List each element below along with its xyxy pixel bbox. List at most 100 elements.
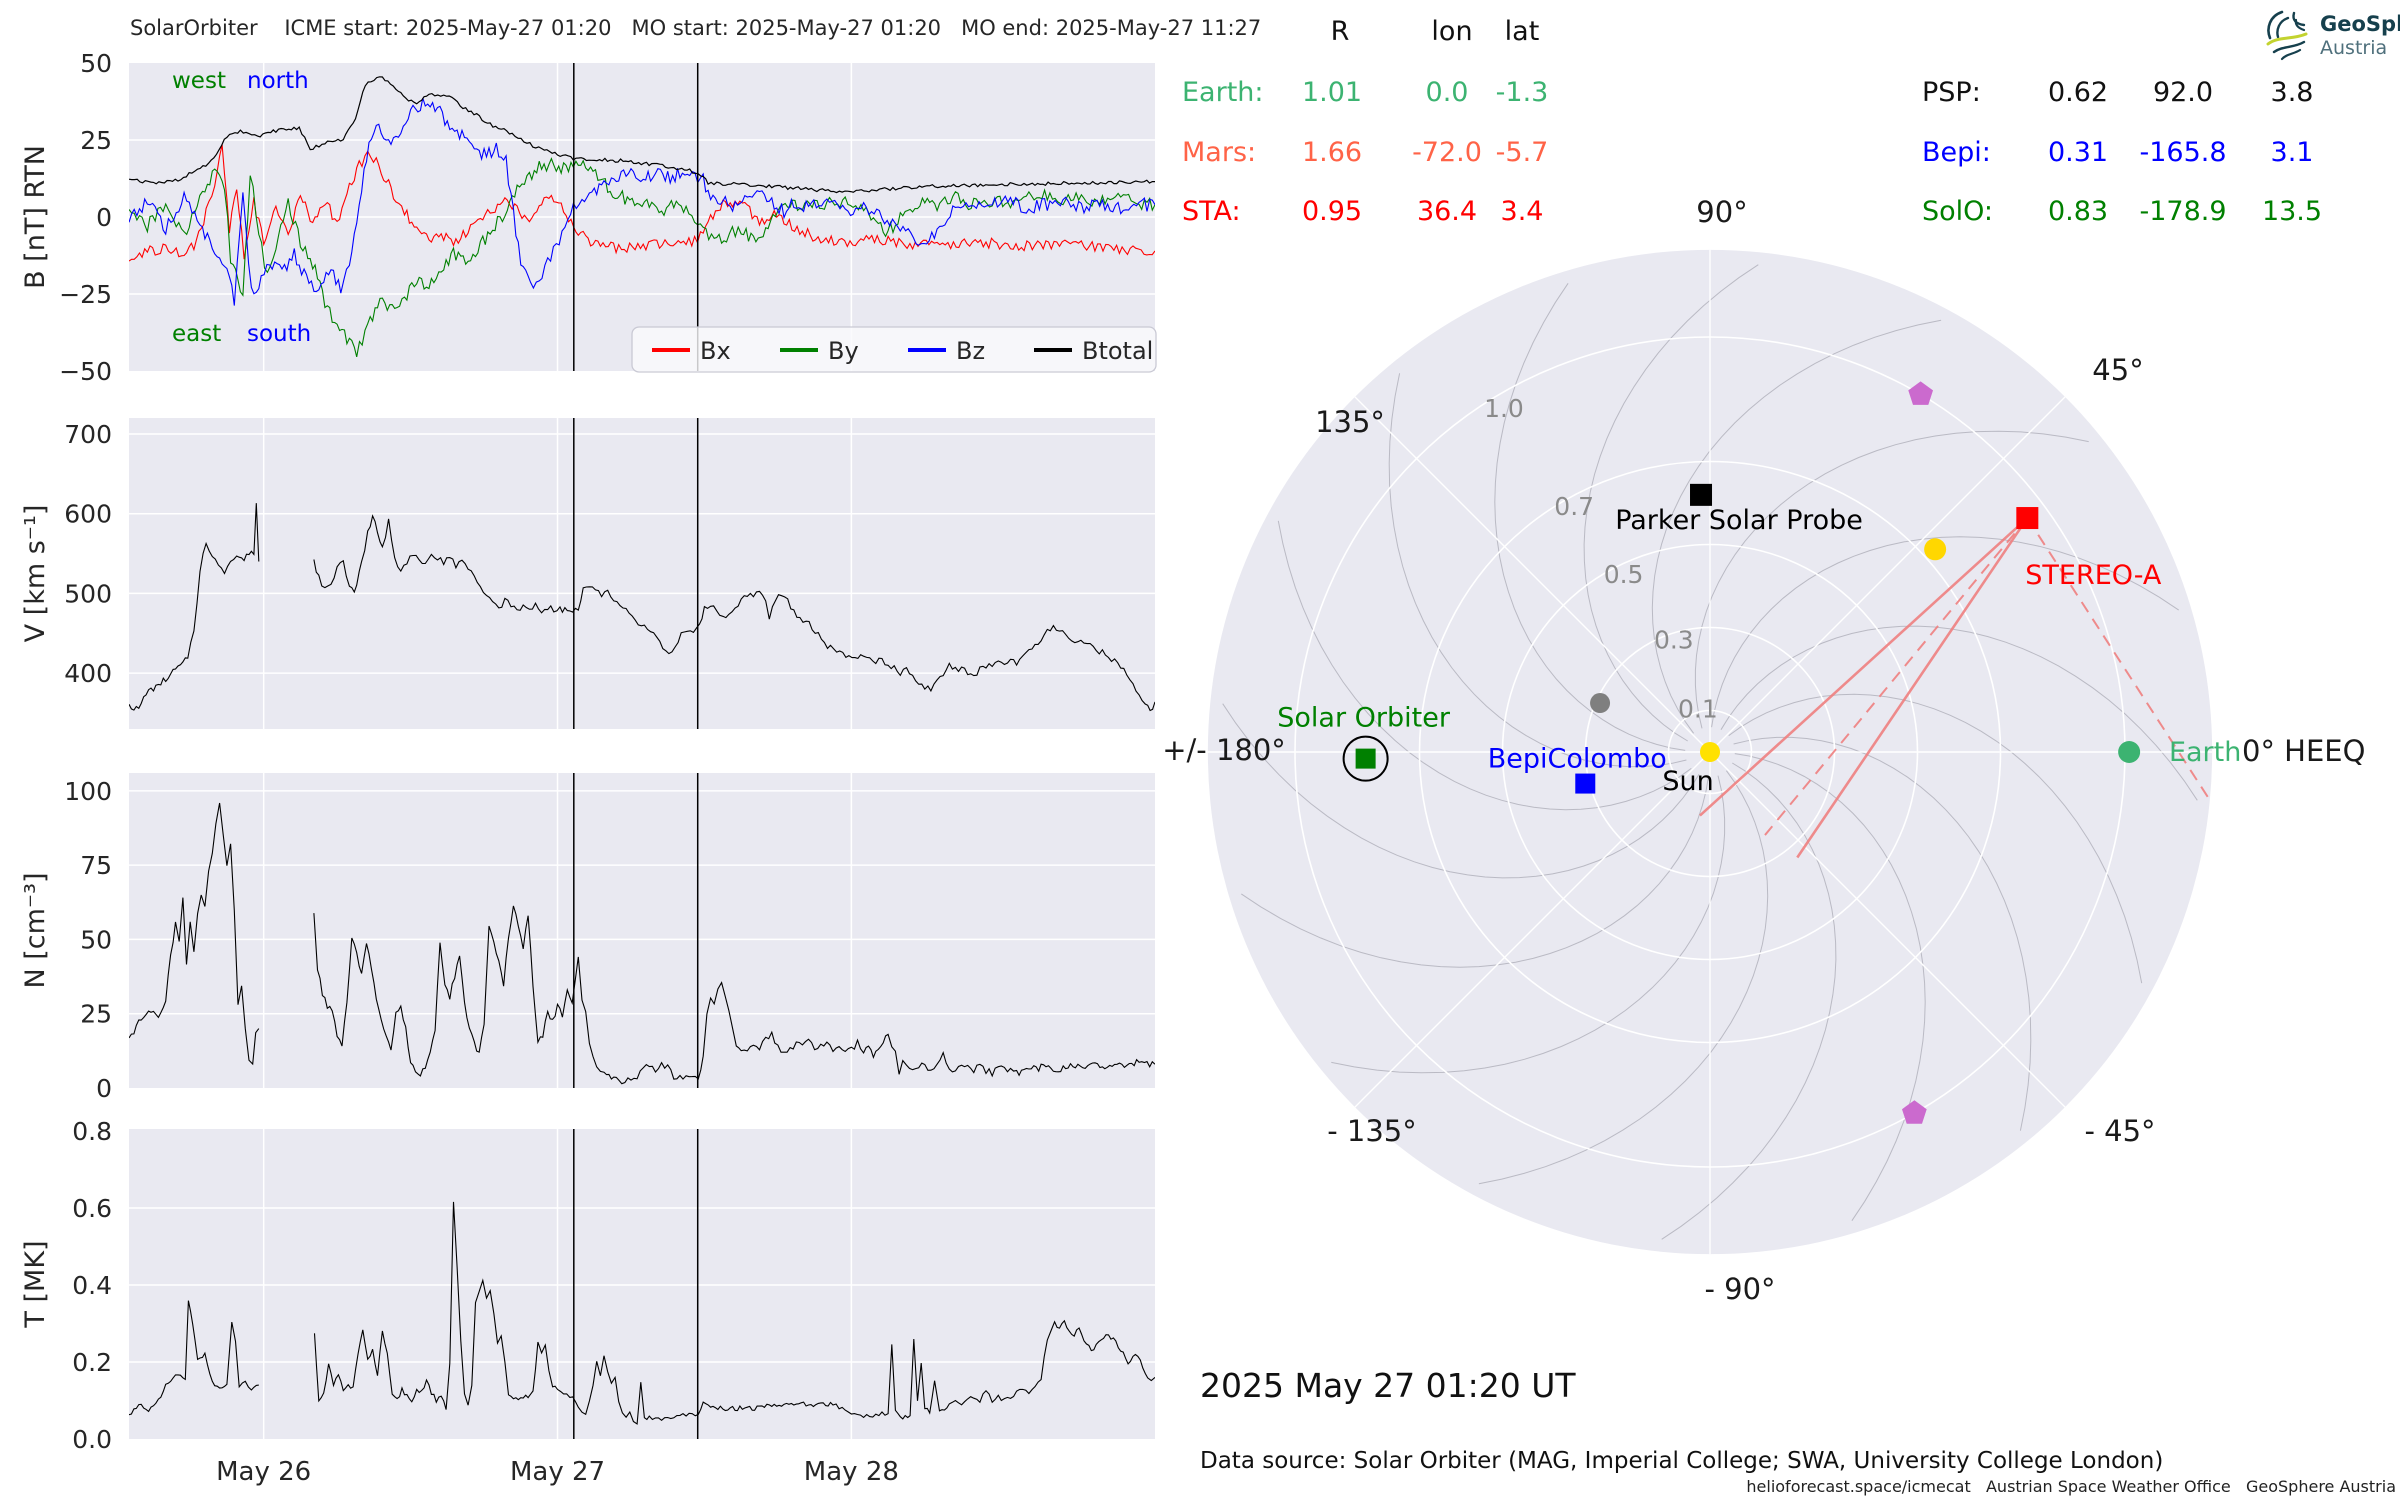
y-tick-label: 0.6 bbox=[72, 1194, 112, 1223]
body-label-stereo-a: STEREO-A bbox=[2025, 560, 2162, 591]
body-label-earth: Earth bbox=[2169, 737, 2241, 768]
value-STA-lon: 36.4 bbox=[1416, 196, 1478, 227]
y-tick-label: 0.8 bbox=[72, 1117, 112, 1146]
value-Earth-R: 1.01 bbox=[1301, 77, 1363, 108]
body-label-bepicolombo: BepiColombo bbox=[1488, 744, 1667, 775]
y-tick-label: −25 bbox=[59, 280, 112, 309]
row-label-SolO: SolO: bbox=[1922, 196, 1994, 227]
data-source-note: Data source: Solar Orbiter (MAG, Imperia… bbox=[1200, 1448, 2164, 1474]
value-SolO-lon: -178.9 bbox=[2139, 196, 2227, 227]
stereo-a-fov-solid bbox=[1796, 517, 2029, 859]
parker-spiral bbox=[1728, 693, 2143, 984]
row-label-Earth: Earth: bbox=[1182, 77, 1264, 108]
annotation-north: north bbox=[247, 68, 309, 94]
series-T bbox=[129, 1300, 259, 1416]
value-Bepi-lon: -165.8 bbox=[2139, 137, 2227, 168]
value-Mars-R: 1.66 bbox=[1301, 137, 1363, 168]
parker-spiral bbox=[1694, 430, 2089, 729]
row-label-Mars: Mars: bbox=[1182, 137, 1257, 168]
x-tick-label: May 27 bbox=[510, 1457, 605, 1487]
map-datetime: 2025 May 27 01:20 UT bbox=[1200, 1366, 1576, 1405]
radial-tick-label: 0.3 bbox=[1654, 626, 1694, 655]
y-axis-label: B [nT] RTN bbox=[20, 145, 51, 289]
parker-spiral bbox=[1733, 736, 2032, 1131]
value-PSP-lon: 92.0 bbox=[2152, 77, 2214, 108]
y-tick-label: 700 bbox=[64, 420, 112, 449]
timeseries-panel-Bx: −50 −25 0 25 50 B [nT] RTN west north east south B… bbox=[20, 49, 1157, 386]
parker-spiral bbox=[1478, 770, 1769, 1185]
theta-label: 0° HEEQ bbox=[2242, 734, 2365, 768]
y-tick-label: 25 bbox=[80, 126, 112, 155]
legend-box bbox=[631, 326, 1157, 373]
logo-sub: Austria bbox=[2320, 37, 2388, 59]
series-N bbox=[313, 905, 1155, 1085]
legend-label-Bz: Bz bbox=[956, 337, 985, 365]
timeseries-panel-N: 0 25 50 75 100 N [cm⁻³] bbox=[20, 773, 1155, 1103]
polar-spoke bbox=[1354, 396, 1711, 753]
y-tick-label: 25 bbox=[80, 1000, 112, 1029]
series-Btotal bbox=[129, 76, 1155, 194]
series-V bbox=[129, 503, 260, 711]
plot-title: SolarOrbiter ICME start: 2025-May-27 01:… bbox=[130, 16, 1262, 40]
marker-solar-orbiter bbox=[1355, 748, 1376, 769]
y-tick-label: 75 bbox=[80, 851, 112, 880]
body-label-sun: Sun bbox=[1662, 766, 1713, 797]
parker-spiral bbox=[1661, 762, 1837, 1240]
annotation-south: south bbox=[247, 321, 311, 347]
theta-label: 90° bbox=[1696, 195, 1747, 229]
legend-label-Bx: Bx bbox=[700, 337, 731, 365]
row-label-STA: STA: bbox=[1182, 196, 1241, 227]
value-PSP-lat: 3.8 bbox=[2270, 77, 2314, 108]
radial-tick-label: 1.0 bbox=[1484, 394, 1524, 423]
y-tick-label: 50 bbox=[80, 925, 112, 954]
marker-ring-solar-orbiter bbox=[1342, 735, 1389, 782]
row-label-Bepi: Bepi: bbox=[1922, 137, 1991, 168]
table-header-R: R bbox=[1330, 16, 1350, 47]
value-Bepi-lat: 3.1 bbox=[2270, 137, 2314, 168]
stereo-a-fov-solid bbox=[1699, 517, 2029, 817]
y-tick-label: 100 bbox=[64, 777, 112, 806]
series-N bbox=[129, 802, 260, 1066]
parker-spiral bbox=[1494, 283, 1686, 751]
panel-background bbox=[129, 1129, 1155, 1439]
series-By bbox=[129, 157, 1155, 358]
marker-parker-solar-probe bbox=[1690, 483, 1713, 506]
marker-l5 bbox=[1902, 1100, 1927, 1124]
parker-spiral bbox=[1720, 625, 2198, 801]
theta-label: - 90° bbox=[1704, 1272, 1775, 1306]
theta-label: 45° bbox=[2092, 353, 2143, 387]
value-STA-lat: 3.4 bbox=[1500, 196, 1544, 227]
theta-label: 135° bbox=[1315, 405, 1385, 439]
timeseries-panel-T: 0.0 0.2 0.4 0.6 0.8 T [MK] bbox=[20, 1117, 1155, 1454]
parker-spiral bbox=[1711, 536, 2179, 728]
value-Mars-lon: -72.0 bbox=[1412, 137, 1482, 168]
marker-stereo-a bbox=[2016, 507, 2039, 530]
marker-earth bbox=[2118, 741, 2141, 763]
panel-background bbox=[129, 773, 1155, 1088]
marker-l4 bbox=[1908, 381, 1933, 405]
parker-spiral bbox=[1388, 373, 1687, 768]
legend-label-Btotal: Btotal bbox=[1082, 337, 1153, 365]
y-tick-label: 0 bbox=[96, 1074, 112, 1103]
geosphere-logo: GeoSphere Austria bbox=[2262, 6, 2400, 64]
y-axis-label: N [cm⁻³] bbox=[20, 872, 51, 988]
heliosphere-polar-map: Sun Earth Parker Solar Probe STEREO-A Solar … bbox=[1162, 195, 2365, 1306]
body-label-parker-solar-probe: Parker Solar Probe bbox=[1615, 505, 1863, 536]
marker-mercury bbox=[1590, 693, 1611, 714]
radial-tick-label: 0.7 bbox=[1554, 492, 1594, 521]
y-tick-label: 0.2 bbox=[72, 1348, 112, 1377]
body-label-solar-orbiter: Solar Orbiter bbox=[1277, 703, 1451, 734]
credits-line: helioforecast.space/icmecat Austrian Spa… bbox=[1746, 1477, 2396, 1496]
y-tick-label: 600 bbox=[64, 500, 112, 529]
series-V bbox=[313, 514, 1155, 712]
value-Mars-lat: -5.7 bbox=[1495, 137, 1549, 168]
panel-background bbox=[129, 418, 1155, 729]
x-tick-label: May 28 bbox=[804, 1457, 899, 1487]
row-label-PSP: PSP: bbox=[1922, 77, 1981, 108]
value-STA-R: 0.95 bbox=[1301, 196, 1363, 227]
value-Earth-lon: 0.0 bbox=[1425, 77, 1469, 108]
logo-name: GeoSphere bbox=[2320, 12, 2400, 36]
value-PSP-R: 0.62 bbox=[2047, 77, 2109, 108]
y-tick-label: 500 bbox=[64, 579, 112, 608]
